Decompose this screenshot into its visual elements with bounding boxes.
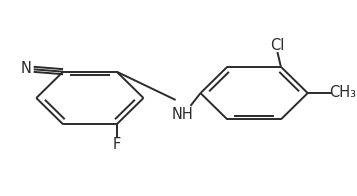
Text: F: F: [112, 137, 121, 152]
Text: Cl: Cl: [270, 38, 285, 53]
Text: CH₃: CH₃: [330, 85, 356, 100]
Text: N: N: [21, 61, 31, 76]
Text: NH: NH: [172, 107, 193, 122]
